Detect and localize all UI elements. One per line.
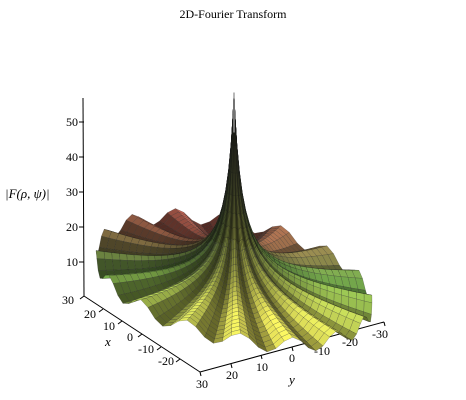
y-tick-mark-10 xyxy=(260,354,263,360)
surface-patch xyxy=(195,323,207,338)
z-tick-label-30: 30 xyxy=(66,185,78,199)
surface-patch xyxy=(140,255,149,261)
x-tick-mark-10 xyxy=(117,320,123,325)
y-axis-ticks: 30 20 10 0 -10 -20 -30 xyxy=(196,321,388,391)
surface-patch xyxy=(233,270,237,278)
surface-patch xyxy=(133,254,142,261)
surface-patch xyxy=(103,251,113,260)
surface-patch xyxy=(154,259,163,268)
surface-patch xyxy=(233,256,236,265)
y-tick-label-neg20: -20 xyxy=(342,335,358,349)
surface-patch xyxy=(147,255,156,261)
surface-patch xyxy=(232,275,237,283)
x-tick-mark-20 xyxy=(98,308,104,313)
y-axis-label: y xyxy=(287,372,295,387)
surface-patch xyxy=(148,260,156,269)
surface-patch xyxy=(96,258,107,271)
x-tick-label-30: 30 xyxy=(62,293,74,307)
surface-patch xyxy=(119,253,128,261)
y-tick-label-30: 30 xyxy=(196,377,208,391)
surface-patch xyxy=(95,250,105,260)
y-tick-label-0: 0 xyxy=(289,351,295,365)
surface-patch xyxy=(126,254,135,261)
z-tick-label-50: 50 xyxy=(66,115,78,129)
z-tick-label-20: 20 xyxy=(66,220,78,234)
surface-patch xyxy=(104,258,114,271)
surface-patch xyxy=(233,248,236,258)
x-axis-ticks: 30 20 10 0 -10 -20 xyxy=(62,293,181,368)
surface-patch xyxy=(112,259,122,271)
z-axis-ticks: 10 20 30 40 50 xyxy=(66,115,84,269)
x-tick-mark-0 xyxy=(137,333,143,338)
z-axis-line xyxy=(82,97,85,297)
surface-patch xyxy=(111,252,121,261)
surface-patch xyxy=(154,255,162,261)
x-tick-mark-neg20 xyxy=(175,358,181,363)
x-tick-label-neg20: -20 xyxy=(158,354,174,368)
x-tick-label-20: 20 xyxy=(84,307,96,321)
surface-patch xyxy=(233,263,236,272)
x-tick-mark-neg10 xyxy=(156,346,162,351)
surface-patch xyxy=(141,260,150,269)
y-tick-mark-30 xyxy=(199,371,202,377)
y-tick-mark-0 xyxy=(291,346,294,352)
chart-title: 2D-Fourier Transform xyxy=(180,7,288,21)
z-axis-label: |F(ρ, ψ)| xyxy=(5,186,50,201)
y-tick-mark-neg30 xyxy=(383,321,386,327)
x-tick-mark-30 xyxy=(79,295,85,300)
y-tick-label-10: 10 xyxy=(256,360,268,374)
z-tick-label-10: 10 xyxy=(66,255,78,269)
x-tick-label-10: 10 xyxy=(103,319,115,333)
surface-patch xyxy=(127,260,136,270)
y-tick-mark-20 xyxy=(230,363,233,369)
surface-patch xyxy=(134,260,143,270)
surface-plot xyxy=(95,92,373,353)
x-axis-label: x xyxy=(104,334,111,349)
surface-patch xyxy=(119,259,129,270)
y-tick-label-neg30: -30 xyxy=(372,327,388,341)
x-tick-label-neg10: -10 xyxy=(138,342,154,356)
y-tick-label-20: 20 xyxy=(226,368,238,382)
z-tick-label-40: 40 xyxy=(66,150,78,164)
x-tick-label-0: 0 xyxy=(127,330,133,344)
